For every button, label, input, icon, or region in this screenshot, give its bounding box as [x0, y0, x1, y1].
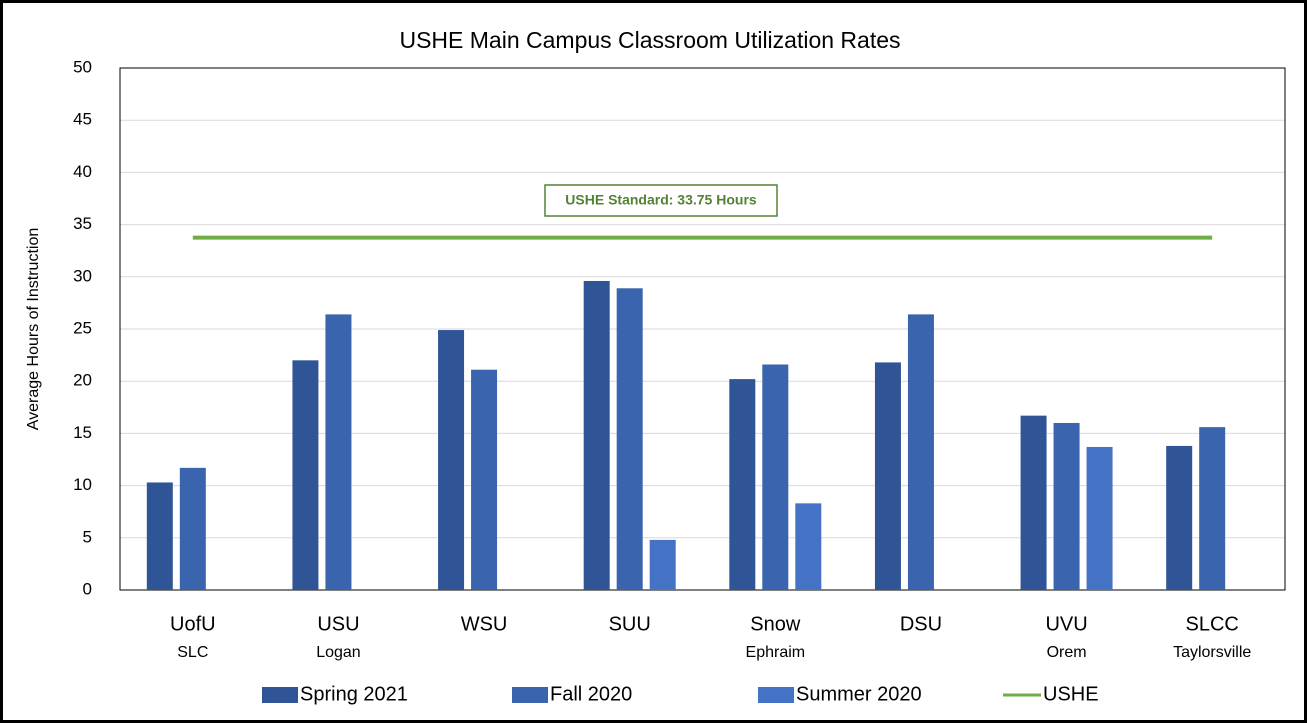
x-tick-label: USU [317, 613, 359, 635]
y-tick-label: 20 [73, 371, 92, 390]
annotation: USHE Standard: 33.75 Hours [565, 192, 757, 208]
x-tick-sublabel: Orem [1047, 644, 1087, 661]
bar [874, 362, 901, 590]
y-tick-label: 40 [73, 162, 92, 181]
x-tick-sublabel: Taylorsville [1173, 644, 1251, 661]
x-tick-label: SLCC [1186, 613, 1239, 635]
y-tick-label: 0 [83, 579, 92, 598]
bar [471, 369, 498, 590]
bar [1053, 422, 1080, 590]
bar [1199, 427, 1226, 590]
x-tick-label: UofU [170, 613, 216, 635]
y-tick-label: 30 [73, 266, 92, 285]
bar [762, 364, 789, 590]
bar [649, 539, 676, 590]
x-tick-label: DSU [900, 613, 942, 635]
legend-swatch [512, 687, 548, 703]
bar [729, 379, 756, 590]
bar [1020, 415, 1047, 590]
y-tick-label: 50 [73, 57, 92, 76]
bar [1086, 446, 1113, 590]
legend-label: USHE [1043, 683, 1099, 705]
bar [146, 482, 173, 590]
y-tick-label: 45 [73, 110, 92, 129]
bar [907, 314, 934, 590]
y-tick-label: 5 [83, 527, 92, 546]
x-tick-label: Snow [750, 613, 801, 635]
plot-border [119, 67, 1286, 591]
bar [795, 503, 822, 590]
y-tick-label: 15 [73, 423, 92, 442]
bar [179, 467, 206, 590]
legend-label: Spring 2021 [300, 683, 408, 705]
x-tick-sublabel: SLC [177, 644, 208, 661]
bar [325, 314, 352, 590]
y-tick-label: 10 [73, 475, 92, 494]
legend-label: Fall 2020 [550, 683, 632, 705]
bar [438, 330, 465, 590]
y-tick-label: 25 [73, 318, 92, 337]
x-tick-sublabel: Logan [316, 644, 361, 661]
legend-swatch [758, 687, 794, 703]
bar [616, 288, 643, 590]
annotation-box [544, 184, 778, 217]
y-axis-label: Average Hours of Instruction [25, 228, 42, 430]
x-tick-label: SUU [609, 613, 651, 635]
bar [292, 360, 319, 590]
y-tick-label: 35 [73, 214, 92, 233]
x-tick-sublabel: Ephraim [746, 644, 806, 661]
bar [583, 280, 610, 590]
x-tick-label: UVU [1045, 613, 1087, 635]
chart-title: USHE Main Campus Classroom Utilization R… [399, 27, 900, 53]
bar [1166, 445, 1193, 590]
x-tick-label: WSU [461, 613, 508, 635]
legend-label: Summer 2020 [796, 683, 922, 705]
legend-swatch [262, 687, 298, 703]
